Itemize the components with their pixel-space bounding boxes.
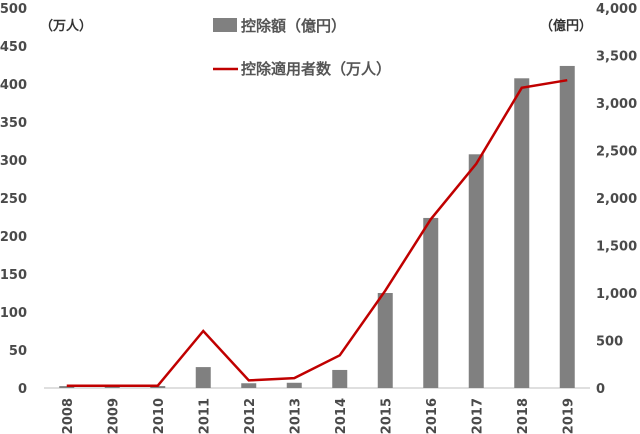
bar [332, 369, 348, 388]
x-tick-label: 2010 [152, 398, 167, 434]
bar [377, 293, 393, 388]
right-tick-label: 3,500 [596, 50, 637, 65]
x-tick-label: 2013 [288, 398, 303, 434]
x-tick-label: 2011 [197, 398, 212, 434]
bar [104, 386, 120, 388]
left-tick-label: 0 [18, 382, 27, 397]
legend-line-label: 控除適用者数（万人） [241, 60, 391, 78]
left-tick-label: 100 [0, 306, 27, 321]
right-tick-label: 4,000 [596, 2, 637, 17]
x-tick-label: 2019 [561, 398, 576, 434]
x-tick-label: 2012 [243, 398, 258, 434]
x-tick-label: 2016 [425, 398, 440, 434]
bar [514, 78, 530, 389]
x-tick-label: 2014 [334, 398, 349, 434]
bar [468, 154, 484, 388]
right-tick-label: 500 [596, 335, 623, 350]
left-tick-label: 500 [0, 2, 27, 17]
left-tick-label: 200 [0, 230, 27, 245]
x-tick-label: 2018 [516, 398, 531, 434]
left-tick-label: 50 [9, 344, 27, 359]
left-tick-label: 400 [0, 78, 27, 93]
legend-bar-swatch [213, 18, 237, 32]
left-tick-label: 150 [0, 268, 27, 283]
bar [150, 386, 166, 388]
left-axis-unit-label: （万人） [40, 18, 92, 34]
line-series [66, 78, 568, 387]
bar-series [59, 65, 575, 389]
bar [286, 382, 302, 388]
bar [195, 367, 211, 388]
x-tick-label: 2009 [106, 398, 121, 434]
right-axis-unit-label: （億円） [540, 18, 592, 34]
right-tick-label: 3,000 [596, 97, 637, 112]
right-tick-label: 1,000 [596, 287, 637, 302]
left-tick-label: 300 [0, 154, 27, 169]
right-tick-label: 2,000 [596, 192, 637, 207]
series-line [66, 78, 568, 387]
legend: 控除額（億円） 控除適用者数（万人） [213, 17, 391, 78]
left-tick-label: 450 [0, 40, 27, 55]
x-tick-label: 2008 [61, 398, 76, 434]
x-tick-label: 2015 [379, 398, 394, 434]
right-tick-label: 2,500 [596, 145, 637, 160]
x-tick-label: 2017 [470, 398, 485, 434]
bar [59, 386, 75, 388]
right-tick-label: 1,500 [596, 240, 637, 255]
right-tick-label: 0 [596, 382, 605, 397]
bar [423, 217, 439, 388]
left-tick-label: 250 [0, 192, 27, 207]
left-tick-label: 350 [0, 116, 27, 131]
bar [559, 65, 575, 388]
legend-bar-label: 控除額（億円） [241, 17, 346, 35]
bar [241, 383, 257, 388]
right-axis-ticks: 0 500 1,000 1,500 2,000 2,500 3,000 3,500 4,000 [596, 2, 637, 397]
left-axis-ticks: 0 50 100 150 200 250 300 350 400 450 500 [0, 2, 27, 397]
x-axis-ticks: 2008 2009 2010 2011 2012 2013 2014 2015 2016 2017… [61, 398, 577, 434]
